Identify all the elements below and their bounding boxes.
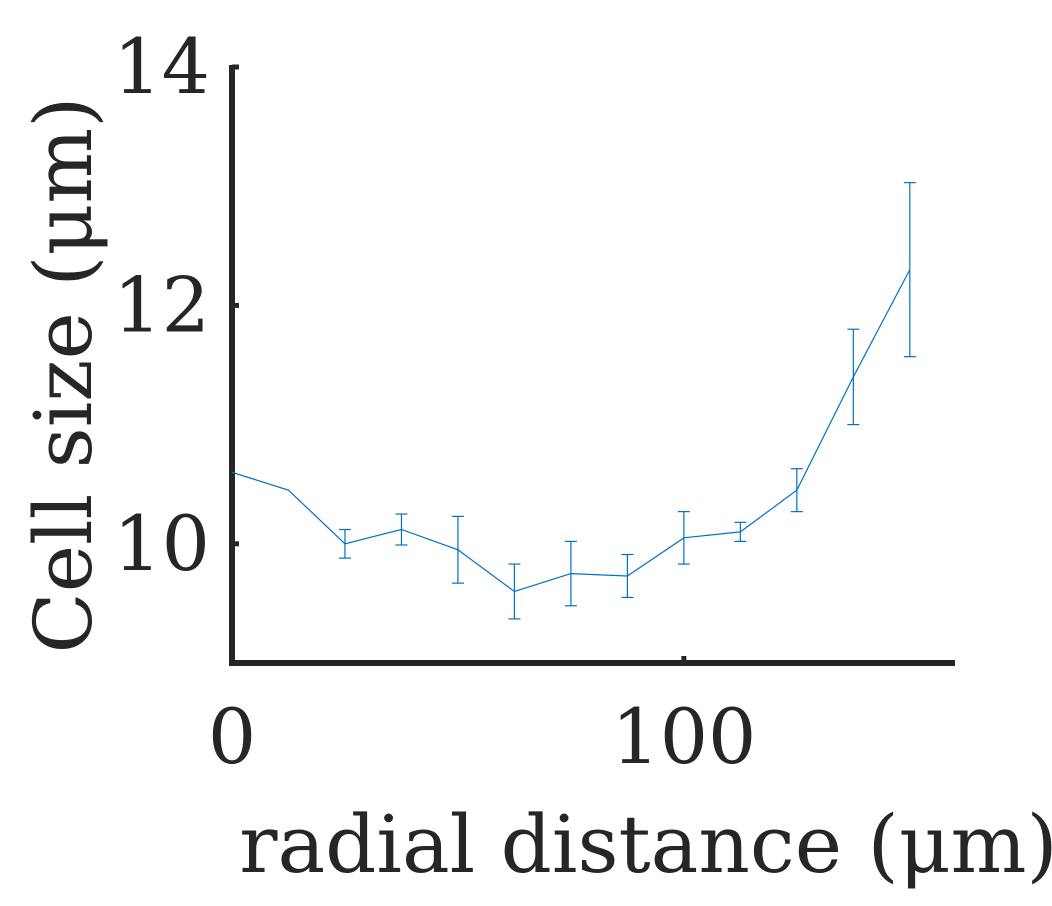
error-bar [508,563,521,620]
error-bar [564,540,577,607]
error-bar [903,182,916,358]
error-bar [395,513,408,546]
axes [229,65,955,666]
error-bar [790,468,803,513]
y-tick-label: 10 [113,499,210,588]
x-tick-label: 100 [611,692,756,781]
x-axis-title: radial distance (μm) [239,798,1052,891]
error-bar [677,511,690,565]
error-bar [621,553,634,599]
x-ticks: 0 100 [208,656,756,781]
error-bar [734,521,747,543]
y-tick-label: 12 [113,260,210,349]
y-axis-title: Cell size (μm) [17,97,110,654]
error-bar [451,515,464,584]
y-tick-label: 14 [113,22,210,111]
error-bar [847,328,860,426]
error-bar [338,528,351,559]
x-tick-label: 0 [208,692,256,781]
series-layer [231,182,916,620]
y-ticks: 10 12 14 [113,22,239,588]
